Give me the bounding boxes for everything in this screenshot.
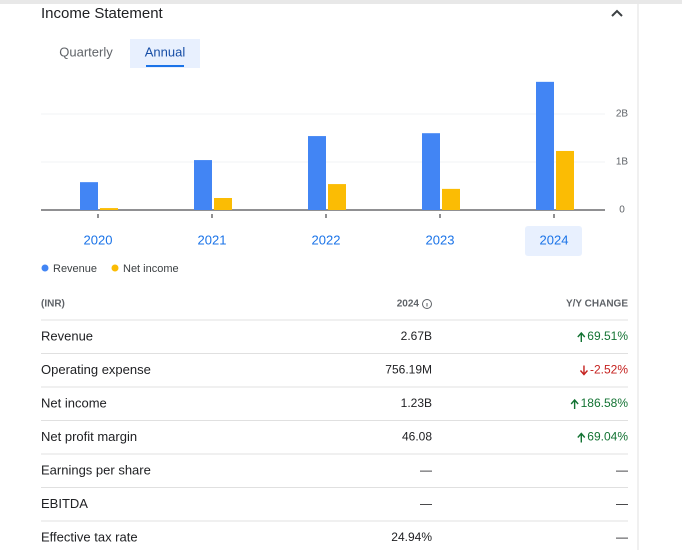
x-tick-label[interactable]: 2022 (312, 232, 341, 247)
collapse-chevron[interactable] (611, 9, 623, 17)
row-label: Operating expense (41, 362, 151, 377)
x-tick-label[interactable]: 2021 (198, 232, 227, 247)
row-label: Effective tax rate (41, 529, 138, 544)
bar (80, 182, 98, 210)
row-change: 69.04% (587, 430, 628, 444)
row-label: Net profit margin (41, 429, 137, 444)
legend-dot (41, 264, 49, 272)
section-title: Income Statement (41, 5, 164, 22)
y-tick-label: 2B (616, 109, 629, 120)
row-label: EBITDA (41, 496, 88, 511)
bar (214, 198, 232, 210)
selected-year-bg (525, 226, 582, 256)
y-tick-label: 0 (619, 205, 625, 216)
content: 0 1B 2B 2020 2021 2022 2023 2024 Revenue Net inco… (41, 81, 629, 544)
row-value: 2.67B (401, 329, 432, 343)
row-value: — (420, 463, 432, 477)
bar (308, 136, 326, 210)
table-header: Y/Y CHANGE (566, 299, 628, 310)
table-header: (INR) (41, 299, 65, 310)
tab-underline (146, 65, 184, 67)
row-value: 1.23B (401, 396, 432, 410)
row-label: Net income (41, 395, 107, 410)
row-label: Earnings per share (41, 462, 151, 477)
bar (100, 208, 118, 210)
bar (536, 81, 554, 210)
arrow-up (570, 398, 579, 409)
bar (422, 133, 440, 210)
tab-annual-bg[interactable] (130, 39, 200, 68)
arrow-down (579, 365, 588, 376)
arrow-up (577, 432, 586, 443)
row-value: 24.94% (391, 530, 432, 544)
x-tick-label[interactable]: 2023 (426, 232, 455, 247)
legend-dot (111, 264, 119, 272)
info-icon[interactable] (422, 299, 432, 309)
table-header: 2024 (397, 299, 420, 310)
row-value: 46.08 (402, 430, 432, 444)
legend-label: Revenue (53, 263, 97, 275)
row-change: — (616, 497, 628, 511)
arrow-up (577, 331, 586, 342)
row-change: 69.51% (587, 329, 628, 343)
row-label: Revenue (41, 328, 93, 343)
bar (194, 160, 212, 210)
x-tick-label[interactable]: 2024 (540, 232, 569, 247)
bar (556, 150, 574, 210)
row-change: — (616, 463, 628, 477)
row-value: — (420, 497, 432, 511)
row-change: 186.58% (581, 396, 629, 410)
row-change: -2.52% (590, 363, 628, 377)
row-change: — (616, 530, 628, 544)
y-tick-label: 1B (616, 157, 629, 168)
tab-quarterly[interactable]: Quarterly (59, 44, 113, 59)
tab-annual[interactable]: Annual (145, 44, 186, 59)
bar (442, 188, 460, 210)
legend-label: Net income (123, 263, 179, 275)
x-tick-label[interactable]: 2020 (84, 232, 113, 247)
bar (328, 184, 346, 210)
top-border (0, 0, 682, 4)
row-value: 756.19M (385, 363, 432, 377)
